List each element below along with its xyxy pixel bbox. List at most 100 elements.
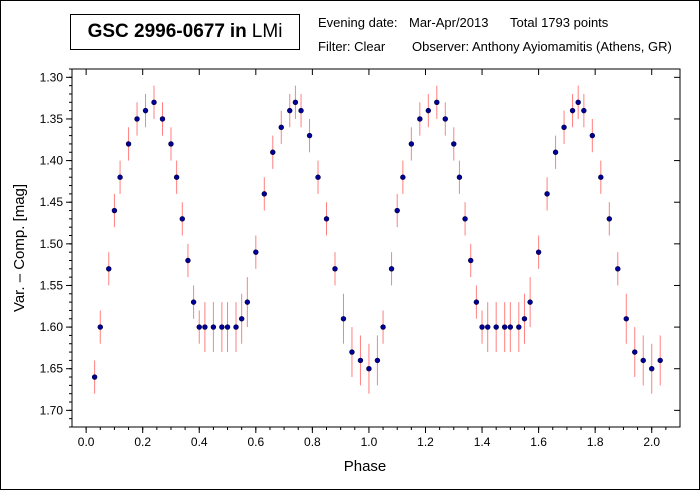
y-tick-label: 1.45 [40, 195, 64, 209]
data-point [606, 216, 613, 222]
data-point [315, 174, 321, 180]
data-point [456, 174, 463, 180]
data-point [442, 116, 448, 122]
data-point [287, 107, 293, 114]
data-point [434, 99, 440, 106]
data-point [244, 299, 251, 305]
x-tick-label: 0.6 [247, 435, 264, 449]
data-point [168, 141, 174, 147]
data-point [97, 324, 103, 330]
y-axis: 1.30 1.35 1.40 1.45 1.50 1.55 1.60 1.65 1.70 [40, 68, 680, 428]
x-tick-label: 2.0 [643, 435, 660, 449]
data-point [134, 116, 140, 122]
data-point [332, 266, 338, 272]
error-bars [94, 85, 661, 394]
x-tick-label: 1.8 [587, 435, 604, 449]
data-point [374, 357, 381, 364]
data-point [575, 99, 581, 106]
data-point [323, 216, 330, 222]
data-point [417, 116, 423, 122]
data-point [366, 366, 372, 372]
chart-title-box: GSC 2996-0677 in LMi [70, 14, 300, 50]
data-point [91, 374, 98, 380]
x-tick-label: 1.2 [417, 435, 434, 449]
y-tick-label: 1.35 [40, 112, 64, 126]
x-tick-label: 1.4 [474, 435, 491, 449]
y-tick-label: 1.65 [40, 362, 64, 376]
data-point [151, 99, 157, 106]
x-tick-label: 1.6 [530, 435, 547, 449]
data-points [91, 99, 663, 380]
y-tick-label: 1.30 [40, 70, 64, 84]
data-point [473, 299, 480, 305]
data-point [261, 191, 267, 197]
x-tick-label: 0.8 [304, 435, 321, 449]
data-point [451, 141, 457, 147]
data-point [202, 324, 208, 330]
data-point [142, 107, 149, 114]
data-point [306, 132, 313, 139]
y-tick-label: 1.70 [40, 403, 64, 417]
plot-area [71, 68, 681, 428]
data-point [598, 174, 604, 180]
data-point [185, 257, 191, 264]
x-tick-label: 0.4 [191, 435, 208, 449]
data-point [561, 124, 567, 130]
x-tick-label: 1.0 [361, 435, 378, 449]
data-point [425, 107, 432, 114]
data-point [479, 324, 485, 330]
data-point [632, 349, 638, 355]
data-point [159, 116, 166, 122]
data-point [106, 266, 112, 272]
data-point [292, 99, 299, 106]
x-tick-label: 0.0 [78, 435, 95, 449]
data-point [190, 299, 197, 305]
data-point [394, 207, 400, 214]
data-point [388, 266, 395, 272]
x-axis-label: Phase [344, 458, 387, 475]
data-point [117, 174, 123, 180]
data-point [380, 324, 386, 330]
data-point [589, 132, 596, 139]
data-point [640, 357, 646, 364]
data-point [581, 107, 587, 114]
data-point [400, 174, 406, 180]
data-point [210, 324, 217, 330]
y-tick-label: 1.50 [40, 237, 64, 251]
data-point [278, 124, 284, 130]
data-point [357, 357, 364, 364]
data-point [219, 324, 225, 330]
data-point [298, 107, 304, 114]
data-point [485, 324, 491, 330]
data-point [340, 316, 347, 322]
data-point [615, 266, 621, 272]
observer-label: Observer: Anthony Ayiomamitis (Athens, G… [412, 39, 672, 54]
data-point [623, 316, 629, 322]
x-tick-label: 0.2 [134, 435, 151, 449]
data-point [238, 316, 245, 322]
y-tick-label: 1.55 [40, 278, 64, 292]
data-point [270, 149, 276, 155]
filter-label: Filter: Clear [318, 39, 386, 54]
data-point [179, 216, 185, 222]
data-point [527, 299, 533, 305]
title-connector: in [229, 21, 247, 42]
data-point [408, 141, 415, 147]
y-axis-label: Var. – Comp. [mag] [11, 184, 28, 312]
data-point [649, 366, 655, 372]
y-tick-label: 1.60 [40, 320, 64, 334]
data-point [552, 149, 559, 155]
data-point [521, 316, 528, 322]
evening-date-label: Evening date: [318, 15, 398, 30]
data-point [111, 207, 118, 214]
constellation-name: LMi [251, 21, 283, 42]
data-point [501, 324, 508, 330]
data-point [493, 324, 499, 330]
data-point [125, 141, 132, 147]
data-point [468, 257, 474, 264]
y-tick-label: 1.40 [40, 154, 64, 168]
data-point [544, 191, 550, 197]
data-point [253, 249, 259, 255]
data-point [224, 324, 231, 330]
